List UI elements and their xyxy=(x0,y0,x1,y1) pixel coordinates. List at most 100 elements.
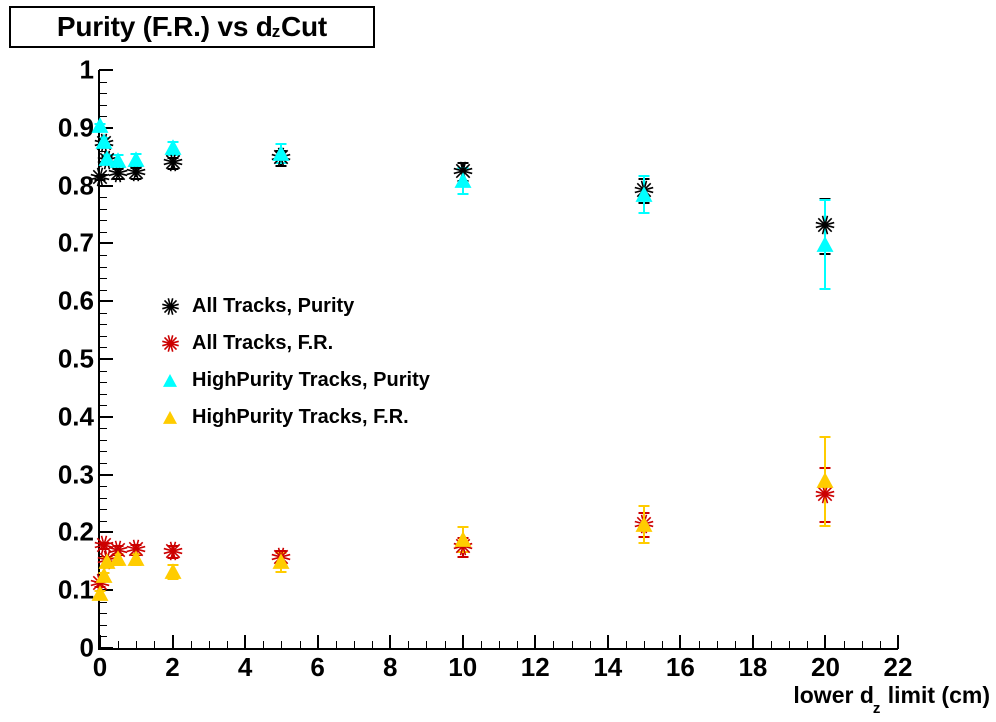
x-tick-label: 4 xyxy=(237,652,253,682)
error-bar-cap xyxy=(275,549,287,552)
x-tick-major xyxy=(244,635,247,649)
error-bar-cap xyxy=(275,552,287,555)
x-tick-major xyxy=(171,635,174,649)
data-point-asterisk xyxy=(816,216,835,235)
triangle-icon xyxy=(148,411,192,424)
data-point-triangle xyxy=(272,553,290,570)
error-bar-cap xyxy=(167,168,179,171)
x-tick-label: 14 xyxy=(593,652,623,682)
legend-item[interactable]: All Tracks, Purity xyxy=(148,288,498,325)
x-tick-major xyxy=(389,635,392,649)
asterisk-icon xyxy=(148,298,192,315)
x-tick-minor xyxy=(789,641,791,649)
y-tick-minor xyxy=(99,520,107,522)
error-bar-cap xyxy=(167,545,179,548)
y-tick-minor xyxy=(99,601,107,603)
x-tick-major xyxy=(751,635,754,649)
error-bar-cap xyxy=(167,578,179,581)
x-tick-minor xyxy=(335,641,337,649)
x-tick-minor xyxy=(625,641,627,649)
x-tick-minor xyxy=(771,641,773,649)
y-tick-minor xyxy=(99,93,107,95)
y-tick-minor xyxy=(99,463,107,465)
x-tick-minor xyxy=(480,641,482,649)
error-bar-cap xyxy=(130,167,142,170)
legend-item-label: All Tracks, Purity xyxy=(192,295,355,317)
x-tick-major xyxy=(679,635,682,649)
error-bar-cap xyxy=(819,198,831,201)
error-bar-cap xyxy=(167,156,179,159)
error-bar-cap xyxy=(819,435,831,438)
x-tick-label: 22 xyxy=(883,652,913,682)
x-tick-minor xyxy=(190,641,192,649)
y-tick-minor xyxy=(99,116,107,118)
y-tick-minor xyxy=(99,613,107,615)
x-tick-minor xyxy=(698,641,700,649)
data-point-asterisk xyxy=(90,167,110,187)
y-tick-minor xyxy=(99,150,107,152)
x-tick-minor xyxy=(118,641,120,649)
x-tick-major xyxy=(461,635,464,649)
x-tick-minor xyxy=(734,641,736,649)
x-tick-minor xyxy=(154,641,156,649)
x-tick-minor xyxy=(444,641,446,649)
legend-item[interactable]: All Tracks, F.R. xyxy=(148,325,498,362)
data-point-asterisk xyxy=(163,153,182,172)
x-tick-major xyxy=(606,635,609,649)
y-tick-major xyxy=(99,69,113,71)
data-point-triangle xyxy=(816,472,834,489)
y-tick-minor xyxy=(99,439,107,441)
data-point-triangle xyxy=(635,515,653,532)
x-tick-minor xyxy=(226,641,228,649)
x-tick-minor xyxy=(208,641,210,649)
y-tick-minor xyxy=(99,497,107,499)
legend-item[interactable]: HighPurity Tracks, Purity xyxy=(148,362,498,399)
y-tick-minor xyxy=(99,81,107,83)
x-tick-label: 18 xyxy=(738,652,768,682)
y-tick-minor xyxy=(99,451,107,453)
y-tick-minor xyxy=(99,335,107,337)
legend-item[interactable]: HighPurity Tracks, F.R. xyxy=(148,399,498,436)
error-bar-cap xyxy=(638,542,650,545)
error-bar-cap xyxy=(275,161,287,164)
y-tick-minor xyxy=(99,104,107,106)
y-tick-label: 0.6 xyxy=(57,285,94,316)
x-tick-minor xyxy=(353,641,355,649)
legend: All Tracks, Purity All Tracks, F.R. HighPu… xyxy=(148,288,498,436)
error-bar-cap xyxy=(457,555,469,558)
y-tick-major xyxy=(99,126,113,129)
data-point-triangle xyxy=(91,117,109,133)
y-tick-label: 0.3 xyxy=(57,459,94,490)
error-bar-cap xyxy=(94,179,106,182)
error-bar-cap xyxy=(819,199,831,202)
error-bar-cap xyxy=(275,570,287,573)
x-tick-minor xyxy=(426,641,428,649)
y-tick-minor xyxy=(99,370,107,372)
y-tick-label: 0.7 xyxy=(57,227,94,258)
x-tick-minor xyxy=(662,641,664,649)
error-bar-cap xyxy=(112,177,124,180)
x-tick-minor xyxy=(589,641,591,649)
y-tick-label: 0.4 xyxy=(57,401,94,432)
y-tick-major xyxy=(99,358,113,360)
x-tick-major xyxy=(99,635,101,649)
data-point-triangle xyxy=(164,139,182,156)
error-bar-cap xyxy=(819,524,831,527)
y-tick-label: 0.5 xyxy=(57,343,94,374)
y-tick-minor xyxy=(99,636,107,638)
data-point-triangle xyxy=(98,150,116,166)
data-point-triangle xyxy=(454,530,472,547)
y-tick-minor xyxy=(99,405,107,407)
y-tick-minor xyxy=(99,208,107,210)
x-tick-label: 20 xyxy=(810,652,840,682)
x-tick-major xyxy=(897,635,899,649)
y-tick-minor xyxy=(99,197,107,199)
title-suffix: Cut xyxy=(281,11,328,42)
data-point-triangle xyxy=(95,567,113,583)
error-bar-cap xyxy=(638,212,650,215)
y-tick-major xyxy=(99,415,113,418)
data-point-asterisk xyxy=(816,484,835,504)
data-point-triangle xyxy=(272,144,290,161)
error-bar-cap xyxy=(167,154,179,157)
